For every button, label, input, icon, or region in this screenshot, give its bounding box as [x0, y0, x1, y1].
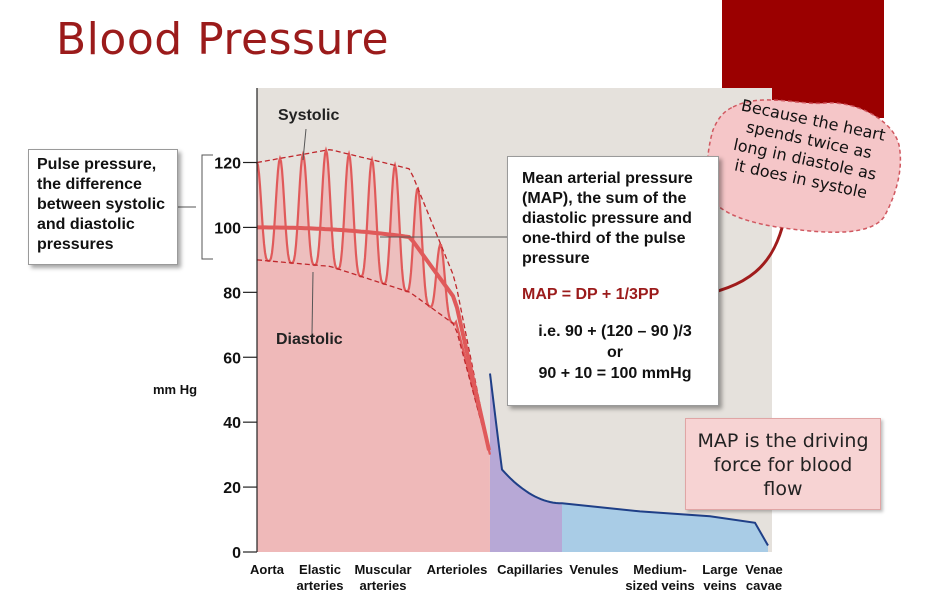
y-tick-label: 40: [223, 415, 241, 432]
x-category-label: sized veins: [625, 578, 694, 593]
x-category-label: arteries: [297, 578, 344, 593]
pulse-pressure-note: Pulse pressure, the difference between s…: [28, 149, 178, 265]
x-category-label: veins: [703, 578, 736, 593]
systolic-label: Systolic: [278, 107, 339, 124]
venous-area: [562, 503, 768, 552]
pulse-pressure-line: between systolic: [37, 196, 166, 213]
x-category-label: Venules: [569, 562, 618, 577]
pulse-pressure-line: Pulse pressure,: [37, 156, 157, 173]
map-definition-line: Mean arterial pressure: [522, 170, 693, 187]
map-example: i.e. 90 + (120 – 90 )/3 or 90 + 10 = 100…: [522, 321, 708, 384]
map-definition-line: diastolic pressure and: [522, 210, 692, 227]
venous-pressure-line: [489, 373, 769, 546]
map-example-line: i.e. 90 + (120 – 90 )/3: [538, 323, 692, 340]
pulse-wave-area: [257, 150, 490, 552]
pressure-areas: [257, 150, 768, 552]
callout-blob: [706, 99, 902, 233]
driving-note-line: MAP is the driving: [697, 430, 869, 452]
driving-force-note: MAP is the driving force for blood flow: [685, 418, 881, 510]
map-definition-line: one-third of the pulse: [522, 230, 686, 247]
y-tick-label: 80: [223, 285, 241, 302]
y-tick-label: 60: [223, 350, 241, 367]
x-category-label: Capillaries: [497, 562, 563, 577]
x-axis-categories: Aorta ElasticarteriesMusculararteriesArte…: [250, 562, 783, 593]
y-tick-label: 100: [214, 220, 241, 237]
diastolic-label: Diastolic: [276, 331, 343, 348]
x-category-label: Large: [702, 562, 737, 577]
x-category-label: arteries: [360, 578, 407, 593]
x-category-label: Muscular: [354, 562, 411, 577]
pulse-pressure-line: and diastolic: [37, 216, 135, 233]
pressure-lines: [255, 146, 769, 546]
y-tick-label: 20: [223, 480, 241, 497]
map-formula: MAP = DP + 1/3PP: [522, 286, 660, 303]
x-category-label: Venae: [745, 562, 783, 577]
x-category-label: cavae: [746, 578, 782, 593]
x-category-label: Medium-: [633, 562, 686, 577]
map-example-line: or: [607, 344, 623, 361]
y-tick-label: 120: [214, 156, 241, 173]
pulse-pressure-line: pressures: [37, 236, 114, 253]
map-definition-box: Mean arterial pressure (MAP), the sum of…: [507, 156, 719, 406]
driving-note-line: force for blood: [713, 454, 853, 476]
mean-pressure-line: [257, 225, 491, 451]
x-category-label: Elastic: [299, 562, 341, 577]
y-axis-label: mm Hg: [153, 382, 197, 397]
page-title: Blood Pressure: [56, 14, 390, 65]
driving-note-line: flow: [763, 478, 803, 500]
map-definition-line: (MAP), the sum of the: [522, 190, 687, 207]
x-category-label: Arterioles: [427, 562, 488, 577]
y-tick-label: 0: [232, 545, 241, 562]
pulse-wave-line: [255, 146, 492, 455]
y-axis: 0 20 40 60 80 100 120: [214, 88, 258, 562]
map-example-line: 90 + 10 = 100 mmHg: [538, 365, 692, 382]
leader-lines: [178, 128, 507, 335]
x-category-label: Aorta: [250, 562, 285, 577]
pulse-pressure-line: the difference: [37, 176, 142, 193]
map-definition-line: pressure: [522, 250, 590, 267]
capillary-area: [490, 373, 562, 552]
